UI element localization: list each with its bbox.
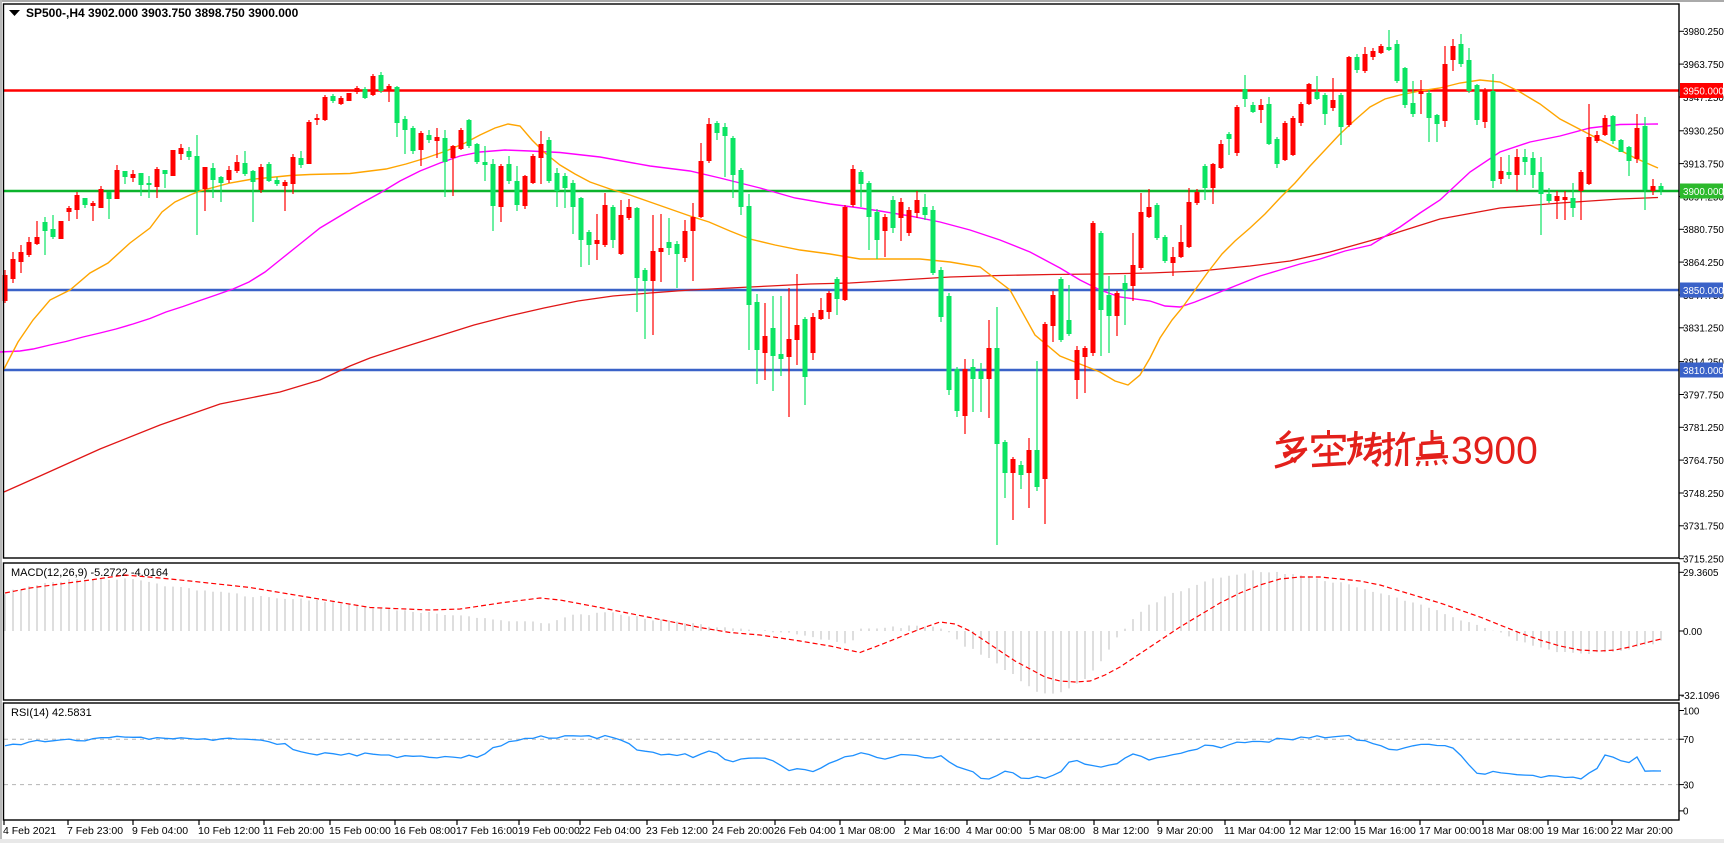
svg-text:0.00: 0.00 <box>1683 627 1703 638</box>
svg-text:26 Feb 04:00: 26 Feb 04:00 <box>774 825 836 837</box>
svg-text:3900: 3900 <box>1451 430 1538 473</box>
svg-text:11 Feb 20:00: 11 Feb 20:00 <box>263 825 324 837</box>
svg-text:70: 70 <box>1683 735 1694 746</box>
svg-text:MACD(12,26,9) -5.2722 -4.0164: MACD(12,26,9) -5.2722 -4.0164 <box>11 567 168 579</box>
svg-text:2 Mar 16:00: 2 Mar 16:00 <box>904 825 960 837</box>
svg-text:23 Feb 12:00: 23 Feb 12:00 <box>646 825 708 837</box>
svg-text:3810.000: 3810.000 <box>1683 366 1724 377</box>
svg-text:3850.000: 3850.000 <box>1683 286 1724 297</box>
svg-text:24 Feb 20:00: 24 Feb 20:00 <box>712 825 774 837</box>
svg-text:5 Mar 08:00: 5 Mar 08:00 <box>1029 825 1085 837</box>
svg-text:17 Feb 16:00: 17 Feb 16:00 <box>456 825 518 837</box>
svg-text:30: 30 <box>1683 780 1694 791</box>
svg-text:22 Feb 04:00: 22 Feb 04:00 <box>579 825 641 837</box>
svg-text:3963.750: 3963.750 <box>1683 60 1724 71</box>
svg-text:7 Feb 23:00: 7 Feb 23:00 <box>67 825 123 837</box>
svg-text:3781.250: 3781.250 <box>1683 423 1724 434</box>
svg-text:3980.250: 3980.250 <box>1683 27 1724 38</box>
svg-text:22 Mar 20:00: 22 Mar 20:00 <box>1611 825 1673 837</box>
svg-text:4 Feb 2021: 4 Feb 2021 <box>3 825 56 837</box>
svg-text:0: 0 <box>1683 807 1689 818</box>
svg-text:18 Mar 08:00: 18 Mar 08:00 <box>1482 825 1544 837</box>
svg-text:11 Mar 04:00: 11 Mar 04:00 <box>1224 825 1285 837</box>
svg-text:16 Feb 08:00: 16 Feb 08:00 <box>394 825 456 837</box>
svg-text:19 Mar 16:00: 19 Mar 16:00 <box>1547 825 1609 837</box>
svg-text:3797.750: 3797.750 <box>1683 390 1724 401</box>
svg-text:3930.250: 3930.250 <box>1683 127 1724 138</box>
svg-text:9 Mar 20:00: 9 Mar 20:00 <box>1157 825 1213 837</box>
svg-text:SP500-,H4 3902.000 3903.750 3: SP500-,H4 3902.000 3903.750 3898.750 390… <box>26 6 299 20</box>
svg-text:3715.250: 3715.250 <box>1683 555 1724 566</box>
svg-text:10 Feb 12:00: 10 Feb 12:00 <box>198 825 260 837</box>
svg-text:15 Feb 00:00: 15 Feb 00:00 <box>329 825 391 837</box>
svg-text:3764.750: 3764.750 <box>1683 456 1724 467</box>
svg-text:-32.1096: -32.1096 <box>1681 691 1720 702</box>
svg-text:3880.750: 3880.750 <box>1683 225 1724 236</box>
svg-text:RSI(14) 42.5831: RSI(14) 42.5831 <box>11 707 92 719</box>
svg-text:3831.250: 3831.250 <box>1683 324 1724 335</box>
svg-text:1 Mar 08:00: 1 Mar 08:00 <box>839 825 895 837</box>
svg-text:100: 100 <box>1683 706 1700 717</box>
svg-text:3913.750: 3913.750 <box>1683 159 1724 170</box>
svg-text:3864.250: 3864.250 <box>1683 258 1724 269</box>
svg-text:3731.750: 3731.750 <box>1683 522 1724 533</box>
svg-text:29.3605: 29.3605 <box>1683 568 1719 579</box>
svg-text:4 Mar 00:00: 4 Mar 00:00 <box>966 825 1022 837</box>
svg-text:3947.250: 3947.250 <box>1683 93 1724 104</box>
svg-text:12 Mar 12:00: 12 Mar 12:00 <box>1289 825 1351 837</box>
svg-text:17 Mar 00:00: 17 Mar 00:00 <box>1419 825 1481 837</box>
svg-text:9 Feb 04:00: 9 Feb 04:00 <box>132 825 188 837</box>
svg-text:3950.000: 3950.000 <box>1683 87 1724 98</box>
svg-text:3748.250: 3748.250 <box>1683 489 1724 500</box>
svg-text:3900.000: 3900.000 <box>1683 187 1724 198</box>
svg-text:15 Mar 16:00: 15 Mar 16:00 <box>1354 825 1416 837</box>
svg-text:19 Feb 00:00: 19 Feb 00:00 <box>518 825 580 837</box>
svg-text:8 Mar 12:00: 8 Mar 12:00 <box>1093 825 1149 837</box>
